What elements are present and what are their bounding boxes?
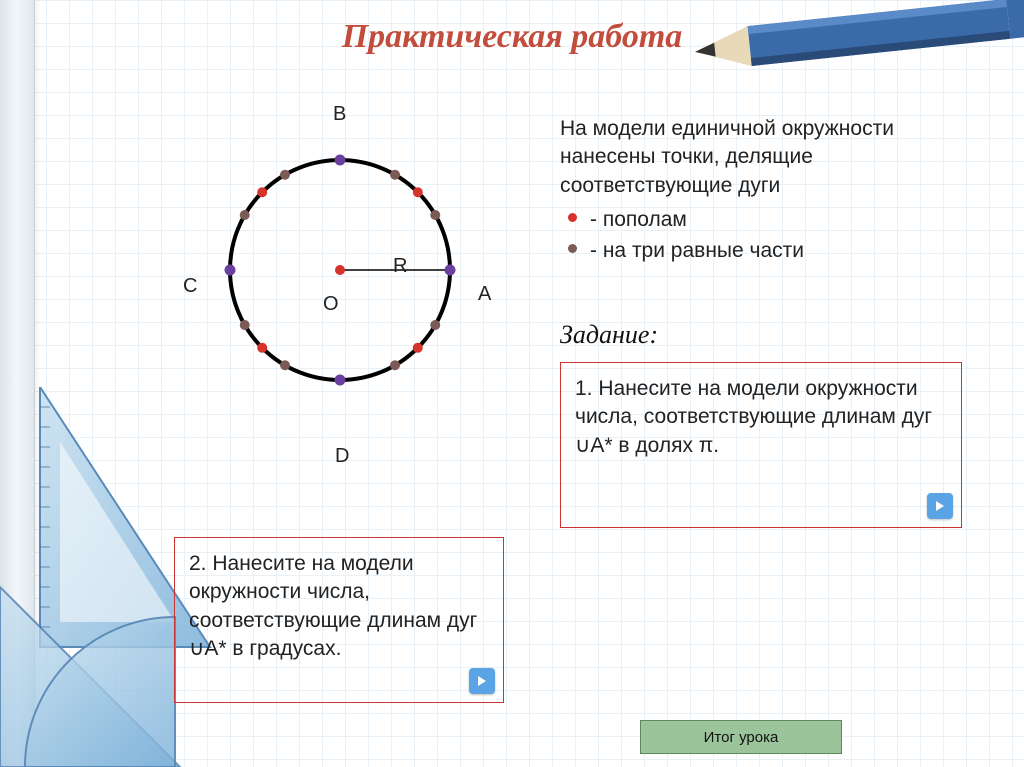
- point-label-A: A: [478, 283, 491, 306]
- slide: Практическая работа A В С D О R На модел…: [0, 0, 1024, 767]
- slide-title: Практическая работа: [0, 18, 1024, 56]
- bullet-half: - пополам: [590, 206, 940, 234]
- bullet-thirds: - на три равные части: [590, 237, 940, 265]
- intro-text: На модели единичной окружности нанесены …: [560, 117, 894, 197]
- point-label-C: С: [183, 275, 197, 298]
- next-arrow-button-2[interactable]: [469, 668, 495, 694]
- bullet-list: - пополам - на три равные части: [590, 206, 940, 266]
- point-label-D: D: [335, 445, 349, 468]
- intro-text-block: На модели единичной окружности нанесены …: [560, 115, 940, 269]
- task-2-text: 2. Нанесите на модели окружности числа, …: [189, 552, 477, 660]
- task-box-2: 2. Нанесите на модели окружности числа, …: [174, 537, 504, 703]
- unit-circle-diagram: A В С D О R: [175, 105, 505, 435]
- arrow-right-icon: [933, 499, 947, 513]
- task-1-text: 1. Нанесите на модели окружности числа, …: [575, 377, 932, 457]
- task-box-1: 1. Нанесите на модели окружности числа, …: [560, 362, 962, 528]
- task-heading: Задание:: [560, 320, 658, 350]
- center-label-O: О: [323, 293, 339, 316]
- arrow-right-icon: [475, 674, 489, 688]
- lesson-summary-button[interactable]: Итог урока: [640, 720, 842, 754]
- lesson-btn-label: Итог урока: [704, 729, 779, 746]
- unit-circle-svg: [175, 105, 505, 435]
- radius-label-R: R: [393, 255, 407, 278]
- point-label-B: В: [333, 103, 346, 126]
- next-arrow-button-1[interactable]: [927, 493, 953, 519]
